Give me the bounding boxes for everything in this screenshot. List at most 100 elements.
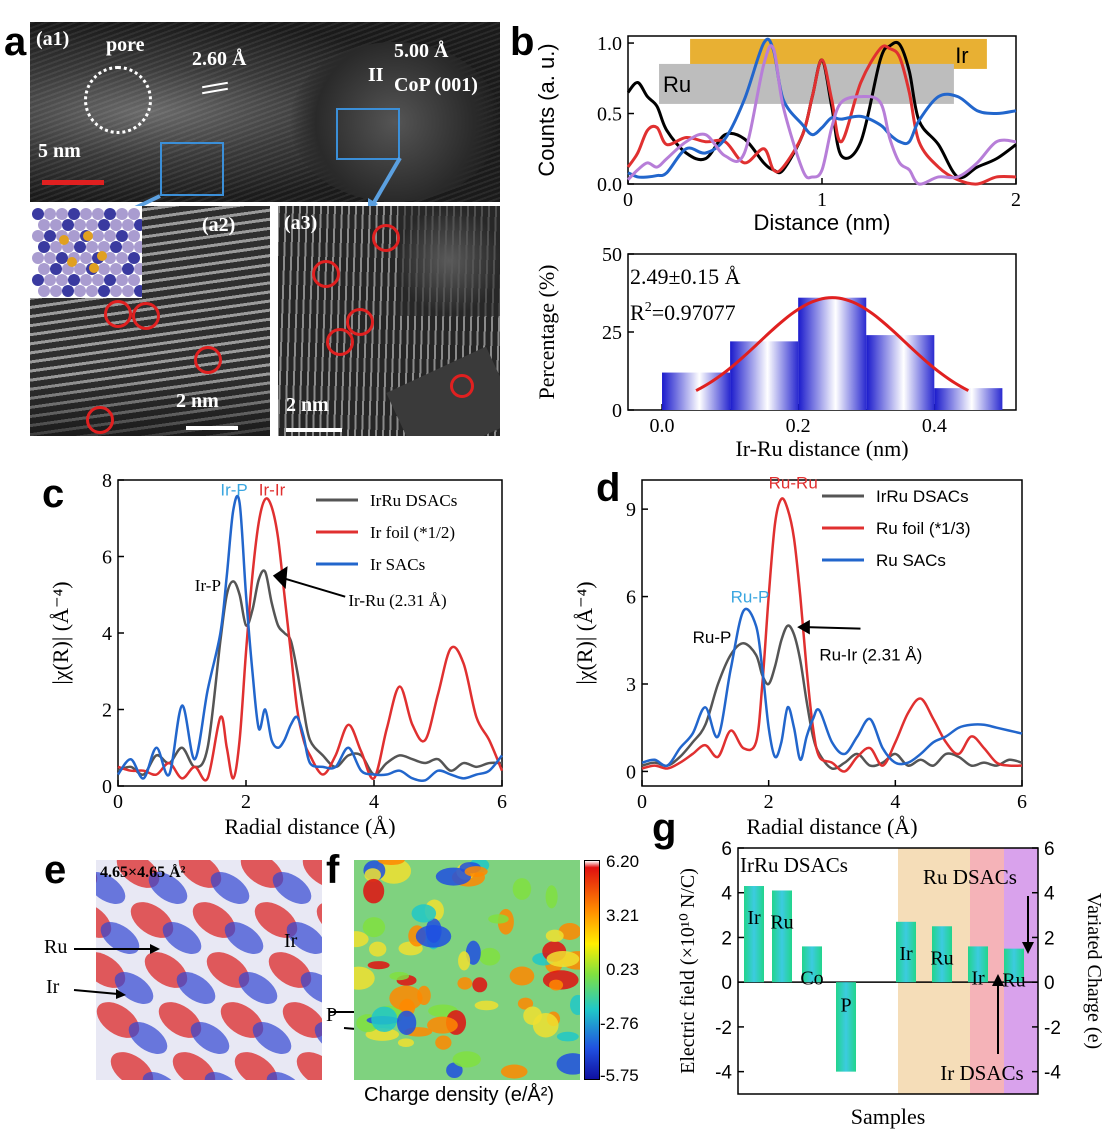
panel-label-d: d: [596, 466, 621, 510]
legend-label: Ir SACs: [370, 555, 425, 574]
density-blob: [488, 914, 509, 924]
density-blob: [397, 1038, 414, 1048]
ir-p-blue-label: Ir-P: [220, 480, 247, 499]
panel-label-c: c: [42, 472, 65, 516]
atom: [38, 219, 50, 231]
band-label-ru: Ru: [663, 72, 691, 97]
chart-c: 0 2 4 6 0 2 4 6 8 IrRu DSACs Ir foil (*1/2) Ir SACs…: [48, 470, 507, 839]
atom: [50, 263, 62, 275]
scale-tick: -5.75: [600, 1066, 639, 1085]
x-tick-label: 2: [1011, 189, 1021, 211]
band-label-ir: Ir: [955, 43, 968, 68]
density-blob: [474, 1000, 499, 1011]
density-blob: [367, 961, 390, 970]
pore-label: pore: [106, 34, 145, 56]
value-bar: [968, 946, 988, 983]
density-blob: [365, 1028, 400, 1041]
ru-arrowhead: [1022, 942, 1034, 954]
b-top-xlabel: Distance (nm): [754, 210, 891, 235]
plot-frame: [641, 479, 1023, 787]
density-blob: [556, 1031, 579, 1042]
histogram-bar: [798, 297, 867, 410]
spacing-label-1: 2.60 Å: [192, 48, 247, 70]
scale-tick: -2.76: [600, 1014, 639, 1033]
bar-label: Ru: [930, 947, 953, 969]
plane-label: CoP (001): [394, 74, 478, 96]
atom-marker: [450, 374, 474, 398]
charge-blob: [286, 922, 322, 954]
y-tick-label: 3: [626, 674, 636, 696]
atom: [32, 274, 44, 286]
xlabel: Radial distance (Å): [746, 814, 917, 839]
spacing-label-2: 5.00 Å: [394, 40, 449, 62]
charge-blob: [148, 872, 188, 904]
density-blob: [411, 904, 437, 923]
charge-blob: [192, 902, 236, 938]
atom: [50, 285, 62, 297]
value-bar: [744, 886, 764, 983]
scale-tick: 3.21: [606, 906, 640, 925]
x-tick-label: 4: [890, 791, 900, 813]
density-blob: [371, 1006, 398, 1032]
y2-tick-label: 0: [1044, 973, 1055, 994]
bar-label: Ru: [770, 911, 793, 933]
atom: [128, 230, 140, 242]
atom-marker: [86, 406, 114, 434]
chart-d: 0 2 4 6 0 3 6 9 IrRu DSACs Ru foil (*1/3) Ru SACs R…: [572, 474, 1027, 839]
atom: [104, 208, 116, 220]
charge-blob: [272, 872, 312, 904]
density-blob: [364, 868, 381, 882]
panel-label-b: b: [510, 20, 535, 64]
atom: [68, 208, 80, 220]
b-top-ylabel: Counts (a. u.): [534, 43, 559, 176]
dopant-atom: [83, 231, 93, 241]
stem-image-a2: (a2) 2 nm: [30, 206, 270, 436]
density-blob: [532, 1013, 559, 1038]
charge-blob: [162, 922, 202, 954]
atom: [74, 241, 86, 253]
atom: [128, 208, 140, 220]
charge-blob: [220, 1002, 264, 1038]
atom: [98, 285, 110, 297]
cell-size-label: 4.65×4.65 Å²: [100, 864, 186, 881]
zoom-box-a3: [336, 108, 400, 160]
density-blob: [376, 860, 412, 884]
atom: [98, 263, 110, 275]
atom: [86, 219, 98, 231]
density-blob: [389, 971, 410, 981]
group-label-ru: Ru DSACs: [923, 865, 1017, 889]
atom: [44, 208, 56, 220]
density-blob: [472, 977, 488, 993]
density-blob: [415, 924, 452, 948]
atom: [116, 252, 128, 264]
ir-ru-arrow: [280, 576, 346, 598]
charge-map-f: [354, 860, 580, 1080]
density-blob: [546, 951, 580, 967]
y-tick-label: 6: [626, 587, 636, 609]
atom: [110, 241, 122, 253]
scale-bar-a2: [186, 426, 238, 430]
density-blob: [377, 860, 405, 865]
atom: [80, 252, 92, 264]
atom: [32, 230, 44, 242]
charge-blob: [96, 1002, 140, 1038]
charge-blob: [206, 952, 250, 988]
atom: [32, 252, 44, 264]
scale-label-a3: 2 nm: [286, 394, 329, 416]
dopant-atom: [97, 251, 107, 261]
atom: [38, 285, 50, 297]
y-tick-label: 9: [626, 499, 636, 521]
atom: [122, 285, 134, 297]
atom: [68, 230, 80, 242]
atom: [122, 219, 134, 231]
legend-label: Ru SACs: [876, 551, 946, 570]
x-tick-label: 0.2: [786, 415, 811, 437]
dopant-atom: [89, 263, 99, 273]
atom: [74, 219, 86, 231]
atom-marker: [346, 308, 374, 336]
y-tick-label: 0: [612, 400, 622, 422]
y-tick-label: 8: [102, 470, 112, 492]
charge-blob: [110, 1052, 154, 1080]
atom: [122, 263, 134, 275]
density-blob: [354, 966, 375, 990]
